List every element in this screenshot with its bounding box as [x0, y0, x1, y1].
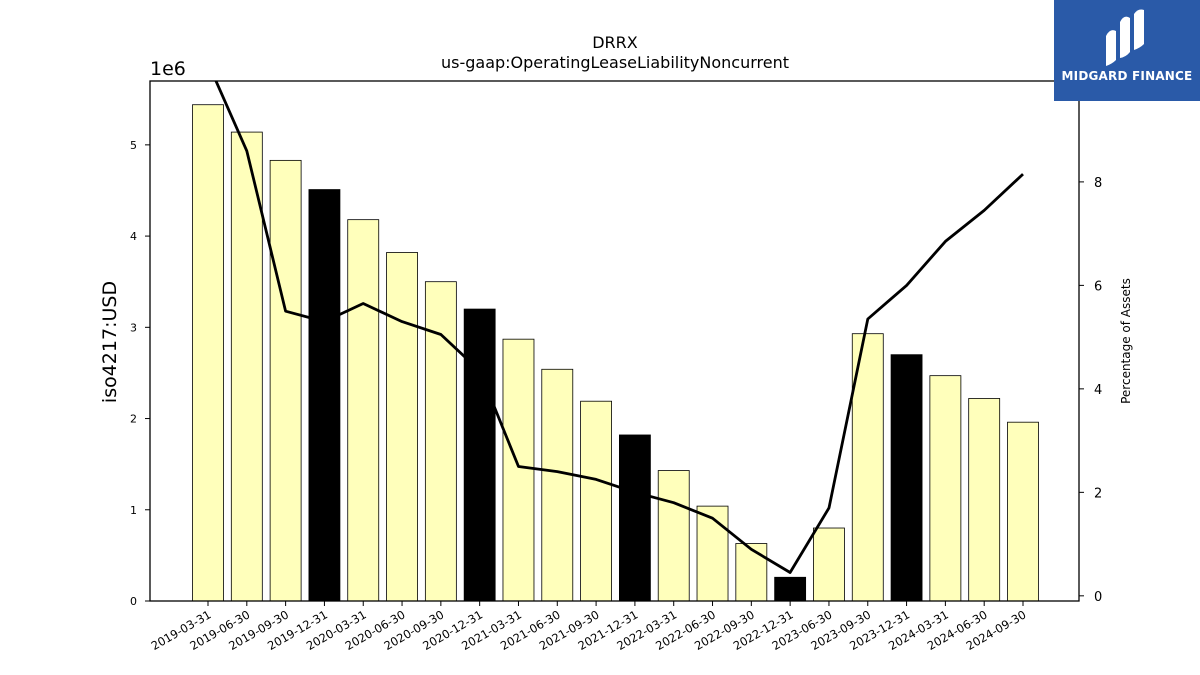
brand-logo-text: MIDGARD FINANCE [1061, 69, 1193, 83]
y-tick-label: 3 [130, 321, 137, 334]
y-axis-label: iso4217:USD [99, 281, 121, 403]
bar-2020-12-31 [463, 308, 496, 602]
bar-2021-03-31 [502, 338, 535, 602]
y2-axis-ticks: 0 2 4 6 8 [1079, 176, 1102, 605]
bar-2024-03-31 [929, 375, 962, 602]
y2-tick-label: 6 [1094, 279, 1102, 294]
bar-2021-09-30 [580, 400, 612, 602]
bar-2019-12-31 [308, 189, 341, 602]
bar-2021-12-31 [619, 434, 651, 602]
y2-axis-label: Percentage of Assets [1119, 278, 1133, 404]
percentage-line [214, 81, 1024, 574]
bar-2024-09-30 [1007, 421, 1039, 602]
y-tick-label: 5 [130, 139, 137, 152]
midgard-logo-icon [1106, 9, 1144, 67]
y-tick-label: 1 [130, 504, 137, 517]
bar-2023-06-30 [813, 527, 845, 602]
bar-2020-06-30 [386, 252, 418, 602]
bar-2023-09-30 [851, 333, 884, 602]
y-offset-label: 1e6 [150, 58, 186, 80]
bar-2021-06-30 [541, 368, 574, 602]
chart-title: DRRX [592, 33, 638, 52]
bar-2019-03-31 [192, 104, 224, 602]
brand-logo: MIDGARD FINANCE [1054, 0, 1200, 101]
bar-2024-06-30 [968, 398, 1001, 602]
y2-tick-label: 2 [1094, 486, 1102, 501]
y-axis-ticks: 0 1 2 3 4 5 [130, 139, 150, 608]
bar-2023-12-31 [890, 354, 923, 602]
y2-tick-label: 8 [1094, 176, 1102, 191]
bar-2022-03-31 [657, 470, 690, 602]
bar-2020-03-31 [347, 219, 380, 602]
y-tick-label: 4 [130, 230, 137, 243]
x-axis-ticks: 2019-03-312019-06-302019-09-302019-12-31… [149, 601, 1029, 653]
chart-subtitle: us-gaap:OperatingLeaseLiabilityNoncurren… [441, 53, 789, 72]
line-group [214, 81, 1024, 574]
y-tick-label: 2 [130, 413, 137, 426]
bar-2022-12-31 [774, 576, 807, 602]
plot-frame [149, 80, 1080, 602]
bar-2019-09-30 [269, 159, 302, 602]
y2-tick-label: 4 [1094, 383, 1102, 398]
bar-2022-06-30 [696, 505, 729, 602]
y2-tick-label: 0 [1094, 590, 1102, 605]
bar-group [192, 104, 1039, 602]
bar-2019-06-30 [230, 131, 263, 602]
bar-2022-09-30 [735, 543, 768, 602]
y-tick-label: 0 [130, 595, 137, 608]
